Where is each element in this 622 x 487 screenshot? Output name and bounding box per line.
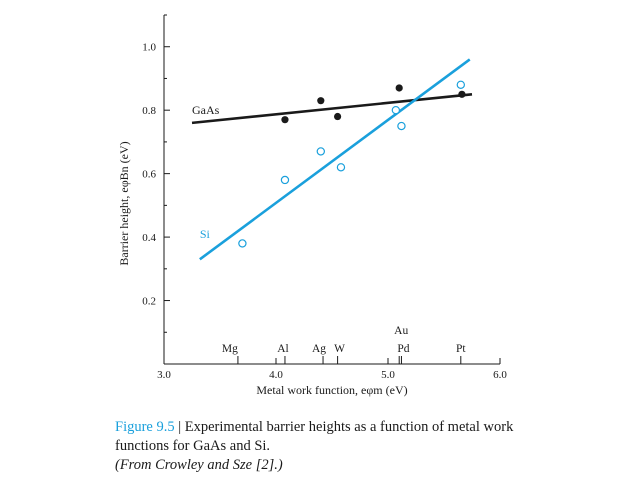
fit-lines [191,58,473,261]
y-axis-title: Barrier height, eφBn (eV) [117,141,131,265]
x-tick-label: 5.0 [381,369,395,381]
data-point-si [391,105,401,115]
data-point-gaas [458,90,466,98]
metal-label-al: Al [277,343,289,355]
caption-separator: | [174,419,185,435]
metal-label-pd: Pd [397,343,409,355]
metal-label-ag: Ag [312,343,326,355]
barrier-height-chart: 0.2 0.4 0.6 0.8 1.0 3.0 4.0 5.0 6.0 Mg Al Ag W Au Pd P… [117,14,507,397]
x-axis-title: Metal work function, eφm (eV) [256,383,407,397]
x-tick-label: 4.0 [269,369,283,381]
caption-text: Experimental barrier heights as a functi… [115,419,514,454]
y-tick-label: 0.2 [142,296,156,308]
data-point-si [456,80,465,90]
fit-line-gaas [191,93,473,125]
axes: 0.2 0.4 0.6 0.8 1.0 3.0 4.0 5.0 6.0 [142,14,507,381]
y-tick-label: 0.4 [142,232,156,244]
x-tick-label: 6.0 [493,369,507,381]
x-tick-label: 3.0 [157,369,171,381]
metal-label-pt: Pt [456,343,466,355]
series-label-gaas: GaAs [192,103,220,117]
data-point-si [238,239,247,248]
y-tick-label: 1.0 [142,42,156,54]
caption-label: Figure 9.5 [115,419,175,435]
data-point-gaas [281,116,289,124]
data-point-si [397,121,406,131]
caption-source: (From Crowley and Sze [2].) [115,457,283,473]
figure-caption: Figure 9.5 | Experimental barrier height… [115,418,535,475]
chart-labels: Mg Al Ag W Au Pd Pt GaAs Si Metal work function, … [117,103,466,397]
data-point-gaas [317,97,325,105]
data-points [238,80,466,248]
metal-label-w: W [334,343,345,355]
data-point-si [280,175,290,185]
metal-label-au: Au [394,325,408,337]
data-point-si [336,163,346,172]
y-tick-label: 0.8 [142,105,156,117]
data-point-gaas [395,84,403,92]
series-label-si: Si [200,227,211,241]
data-point-gaas [334,112,342,121]
metal-label-mg: Mg [222,343,238,355]
data-point-si [316,147,325,156]
fit-line-si [199,58,471,261]
metal-tick-marks [237,356,462,364]
y-tick-label: 0.6 [142,169,156,181]
